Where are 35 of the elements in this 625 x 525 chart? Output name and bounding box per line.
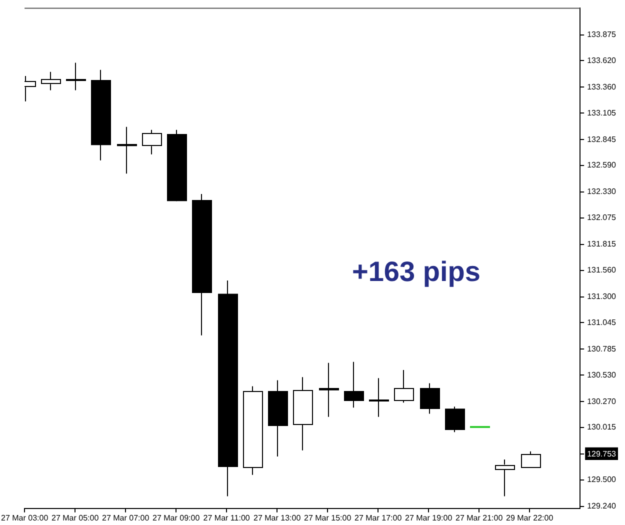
candlestick [369,378,389,417]
y-tick-label: 132.590 [587,160,617,170]
x-tick-label: 27 Mar 21:00 [456,513,504,522]
y-tick-label: 133.360 [587,82,617,92]
candlestick [319,362,339,417]
y-tick-label: 129.753 [587,449,617,458]
y-tick-label: 130.530 [587,370,617,380]
y-tick-label: 133.105 [587,108,617,118]
y-tick-label: 132.330 [587,187,617,196]
y-tick-label: 131.560 [587,266,617,275]
y-tick-label: 132.075 [587,213,617,222]
y-tick-label: 130.015 [587,422,617,432]
x-tick-label: 27 Mar 07:00 [102,513,150,522]
x-tick-label: 27 Mar 11:00 [203,513,250,522]
annotation: +163 pips [352,256,480,287]
y-tick-label: 133.620 [587,56,617,65]
x-tick-label: 29 Mar 22:00 [506,513,554,522]
x-tick-label: 27 Mar 19:00 [405,513,453,522]
candlestick [66,62,86,90]
y-tick-label: 131.300 [587,292,617,301]
y-tick-label: 131.045 [587,318,617,327]
x-tick-label: 27 Mar 13:00 [254,513,302,522]
x-tick-label: 27 Mar 03:00 [1,513,49,522]
y-tick-label: 129.500 [587,475,617,484]
x-tick-label: 27 Mar 09:00 [152,513,200,522]
candlestick [117,126,137,174]
x-tick-label: 27 Mar 17:00 [354,513,402,522]
y-tick-label: 133.875 [587,30,617,39]
x-tick-label: 27 Mar 05:00 [52,513,100,522]
y-tick-label: 130.785 [587,344,617,354]
y-tick-label: 129.240 [587,502,617,511]
y-tick-label: 130.270 [587,396,617,406]
y-tick-label: 132.845 [587,134,617,144]
y-tick-label: 131.815 [587,240,617,249]
x-tick-label: 27 Mar 15:00 [304,513,352,522]
